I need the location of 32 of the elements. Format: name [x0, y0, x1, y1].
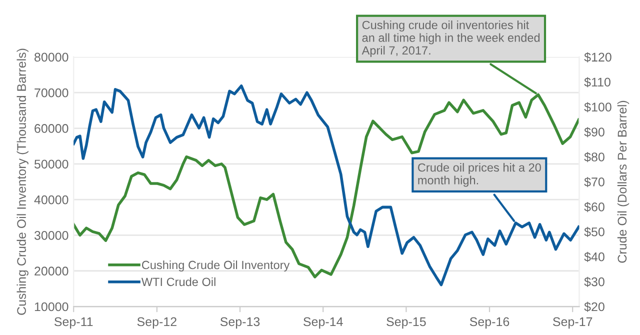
y-axis-title: Cushing Crude Oil Inventory (Thousand Barrels) — [16, 48, 28, 315]
y2-tick-label: $50 — [584, 226, 604, 238]
x-tick-label: Sep-15 — [386, 317, 426, 329]
y-tick-label: 20000 — [34, 266, 68, 276]
y-tick-label: 60000 — [34, 124, 68, 133]
x-tick-label: Sep-17 — [553, 317, 592, 329]
y-tick-label: 50000 — [34, 160, 68, 169]
y-tick-label: 10000 — [34, 302, 68, 312]
y-tick-label: 30000 — [34, 231, 68, 240]
x-tick-label: Sep-14 — [304, 317, 343, 329]
annotation: Crude oil prices hit a 20 month high. — [418, 163, 541, 187]
y2-tick-label: $80 — [584, 152, 604, 162]
x-tick-label: Sep-11 — [54, 317, 93, 329]
x-tick-label: Sep-12 — [137, 317, 176, 329]
y2-axis-title: Crude Oil (Dollars Per Barrel) — [617, 100, 630, 263]
y2-tick-label: $110 — [584, 77, 610, 88]
y2-tick-label: $120 — [584, 52, 612, 62]
x-tick-label: Sep-16 — [470, 317, 510, 329]
y-tick-label: 80000 — [34, 52, 68, 62]
y2-tick-label: $60 — [584, 202, 604, 212]
y2-tick-label: $100 — [584, 102, 612, 112]
y2-tick-label: $40 — [584, 252, 604, 262]
y2-tick-label: $90 — [584, 127, 604, 138]
legend-label: Cushing Crude Oil Inventory — [142, 260, 290, 272]
y2-tick-label: $70 — [584, 177, 604, 188]
y-tick-label: 40000 — [34, 195, 68, 204]
y2-tick-label: $30 — [584, 276, 604, 287]
annotation: Cushing crude oil inventories hit an all time high in the week ended April 7, 2017. — [362, 20, 540, 57]
legend-label: WTI Crude Oil — [141, 277, 216, 286]
y2-tick-label: $20 — [584, 302, 604, 312]
x-tick-label: Sep-13 — [220, 317, 260, 329]
y-tick-label: 70000 — [34, 88, 68, 98]
